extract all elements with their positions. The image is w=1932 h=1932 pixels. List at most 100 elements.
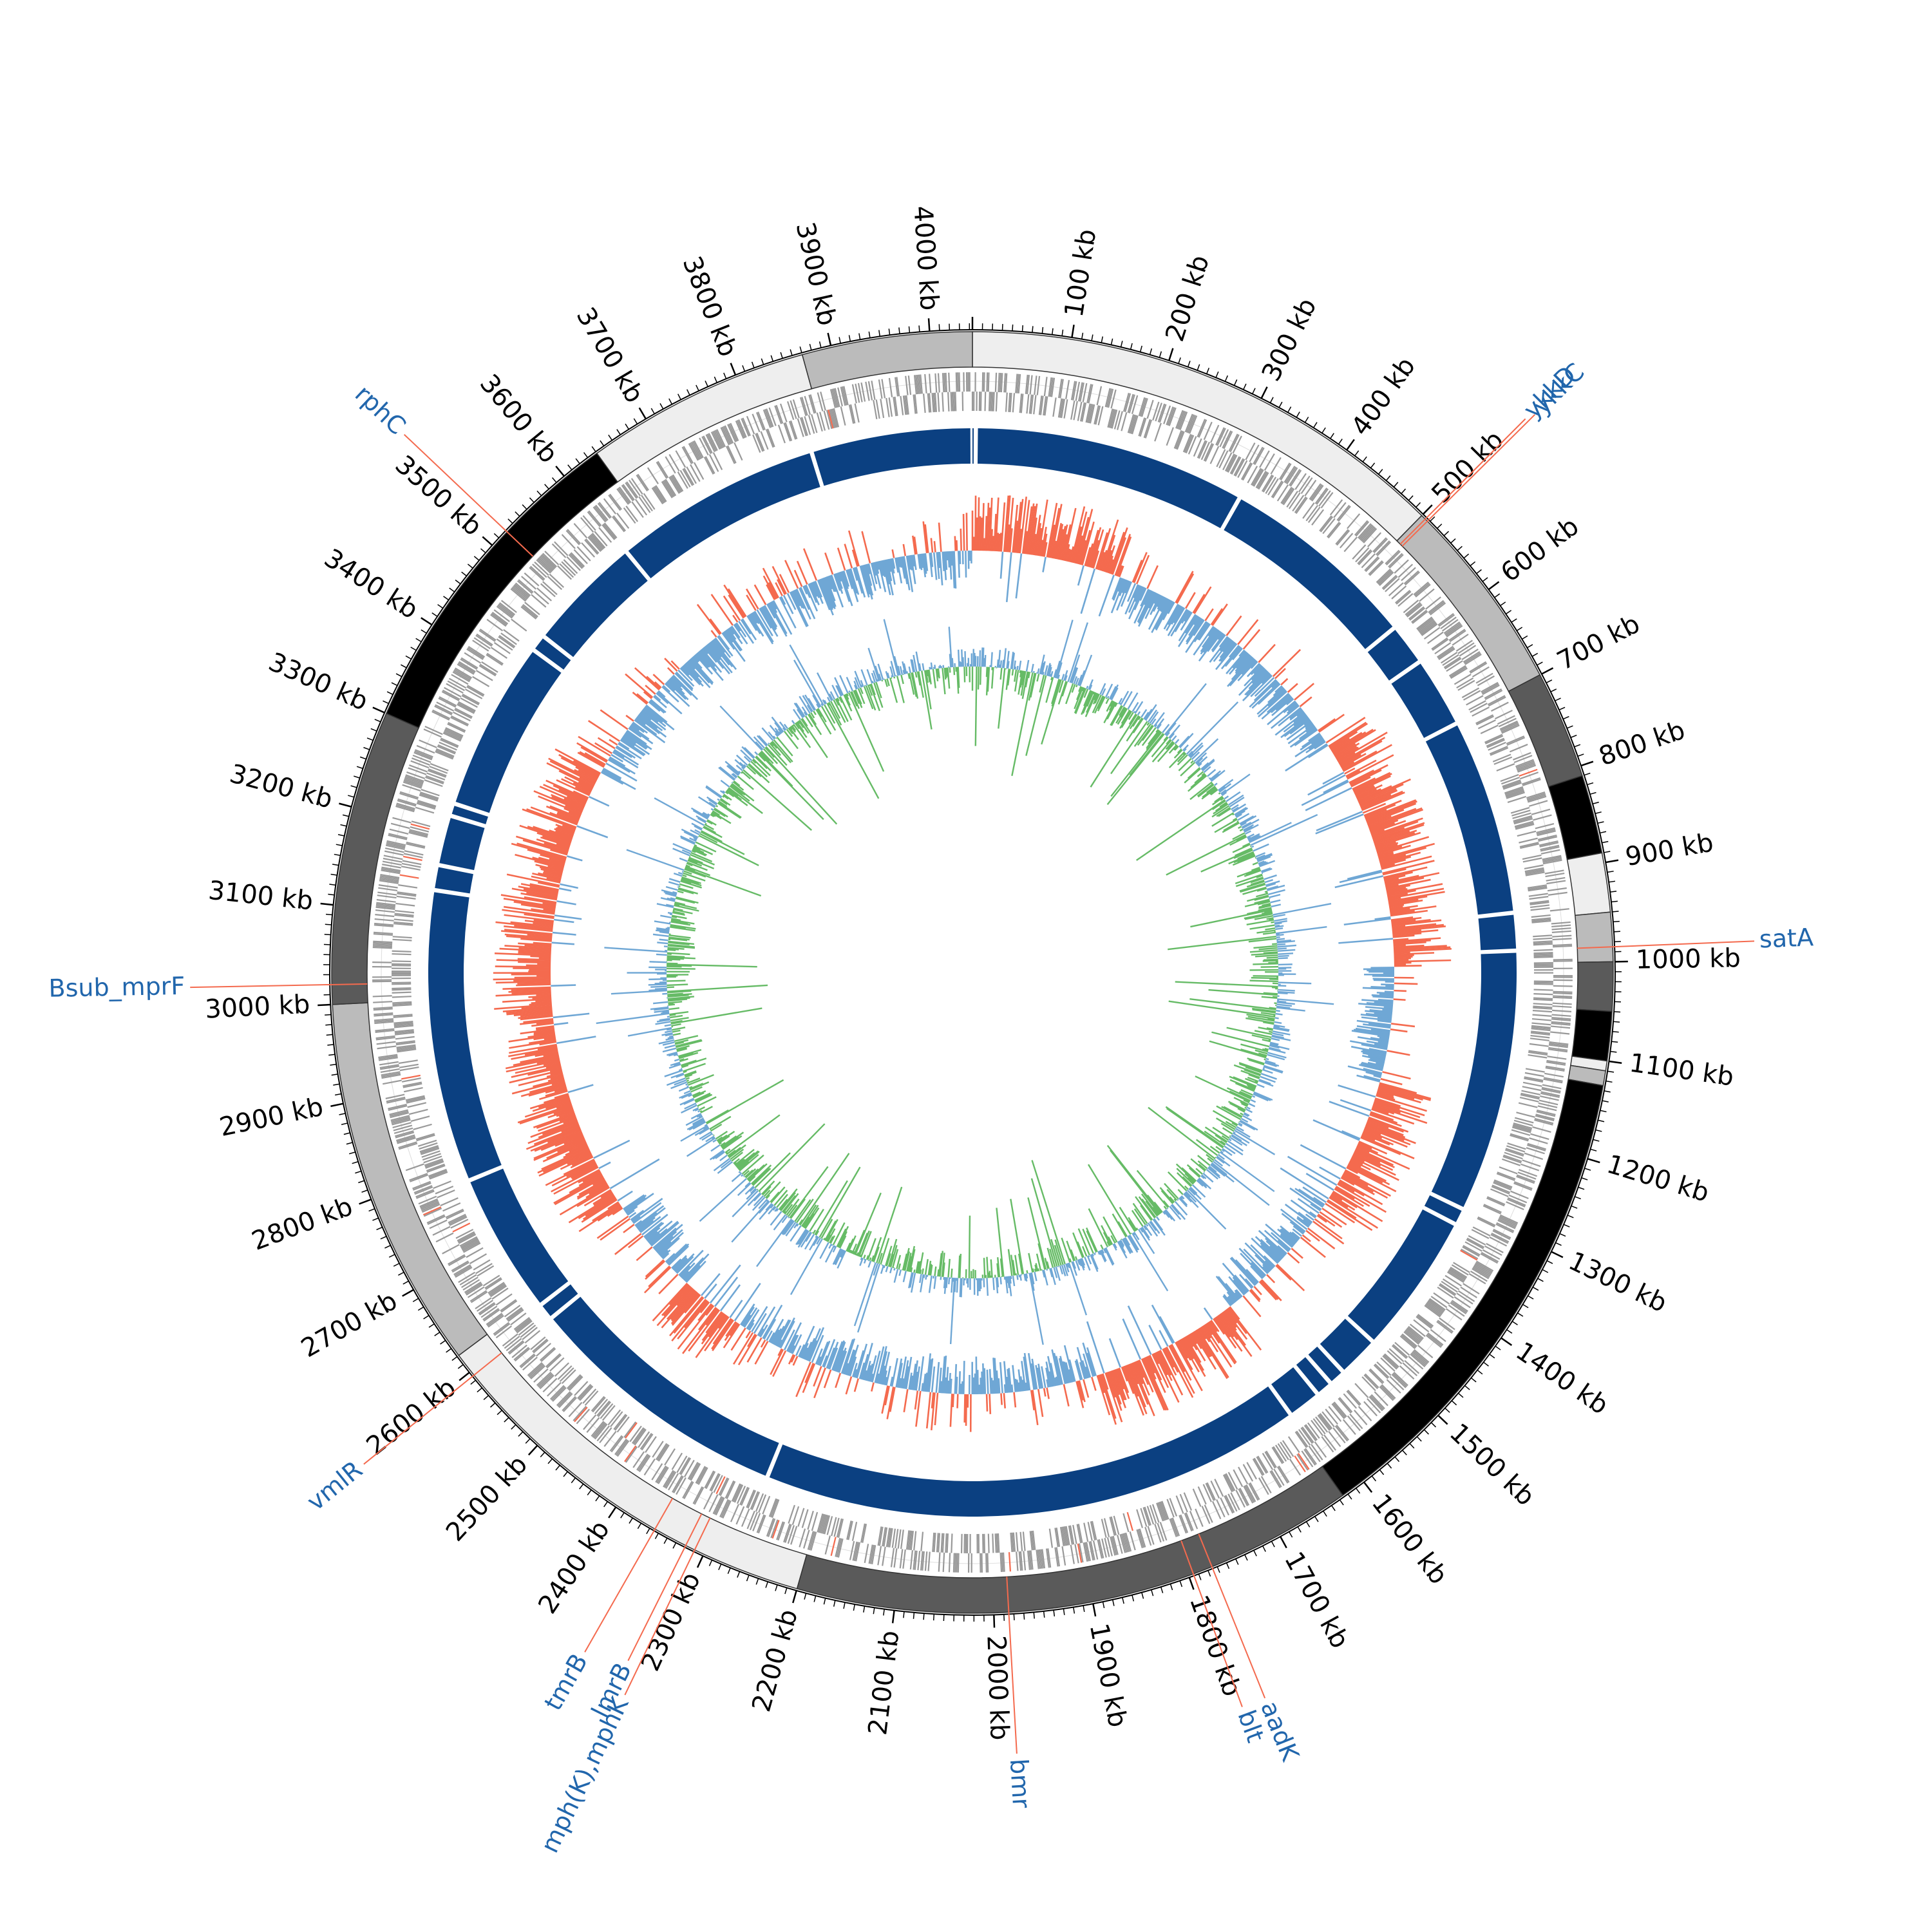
- gc-skew-bar: [1173, 744, 1179, 751]
- cds-mark: [395, 1130, 414, 1137]
- gc-content-bar: [1311, 735, 1323, 745]
- cds-mark: [1533, 942, 1553, 945]
- gc-content-bar: [805, 584, 819, 612]
- gc-skew-bar: [1110, 705, 1124, 726]
- cds-mark: [1358, 524, 1373, 540]
- gc-content-bar: [1356, 1019, 1392, 1026]
- gc-skew-bar: [800, 1204, 817, 1227]
- gc-content-bar: [726, 629, 743, 651]
- gc-content-bar: [1220, 642, 1236, 662]
- gc-skew-bar: [1197, 783, 1214, 797]
- gc-content-bar: [578, 1179, 606, 1195]
- gc-skew-bar: [758, 1200, 770, 1214]
- gc-content-bar: [876, 561, 880, 570]
- cds-mark: [520, 606, 537, 620]
- cds-mark: [393, 1127, 413, 1134]
- gc-skew-bar: [1244, 869, 1262, 877]
- cds-mark: [402, 1083, 422, 1088]
- cds-mark: [643, 493, 656, 510]
- cds-mark: [831, 388, 838, 408]
- gc-content-bar: [1287, 1252, 1300, 1264]
- gc-content-bar: [1226, 615, 1242, 636]
- cds-mark: [1410, 1353, 1426, 1368]
- gc-skew-bar: [1218, 783, 1232, 793]
- gc-content-bar: [844, 544, 853, 569]
- gc-content-bar: [992, 1358, 996, 1394]
- gc-content-bar: [584, 752, 606, 766]
- cds-mark: [1536, 828, 1556, 835]
- cds-mark: [1314, 1441, 1327, 1458]
- cds-mark: [1438, 1284, 1456, 1296]
- gc-content-bar: [775, 582, 783, 596]
- gc-skew-bar: [1232, 817, 1237, 822]
- cds-mark: [1079, 382, 1084, 402]
- gc-content-bar: [1122, 1318, 1142, 1360]
- gc-content-bar: [1307, 774, 1346, 796]
- gc-content-bar: [641, 710, 667, 731]
- cds-mark: [1537, 1105, 1557, 1112]
- gc-content-bar: [671, 1291, 698, 1322]
- gc-content-bar: [1077, 509, 1094, 565]
- gc-content-bar: [1371, 1107, 1389, 1115]
- gc-content-bar: [637, 1207, 666, 1230]
- gc-content-bar: [1291, 1231, 1301, 1240]
- gc-content-bar: [524, 920, 554, 925]
- cds-mark: [488, 1283, 506, 1295]
- cds-mark: [1205, 1482, 1215, 1501]
- gc-skew-bar: [1175, 1163, 1197, 1183]
- cds-mark: [415, 1189, 434, 1198]
- gc-content-bar: [1231, 656, 1253, 681]
- gc-content-bar: [841, 571, 849, 589]
- cds-mark: [1499, 1166, 1518, 1175]
- gc-skew-bar: [1240, 822, 1247, 827]
- cds-mark: [1083, 1522, 1089, 1542]
- gc-content-bar: [1137, 591, 1153, 623]
- gc-skew-bar: [1254, 914, 1274, 920]
- gc-content-bar: [549, 858, 565, 864]
- cds-mark: [391, 1116, 410, 1123]
- gc-content-bar: [561, 1124, 580, 1133]
- cds-mark: [1096, 386, 1103, 406]
- cds-mark: [1524, 1077, 1544, 1083]
- gc-content-bar: [1293, 715, 1308, 726]
- gc-skew-bar: [1129, 1234, 1140, 1251]
- cds-mark: [491, 1287, 509, 1300]
- cds-mark: [435, 1232, 454, 1243]
- gc-content-bar: [931, 1392, 936, 1430]
- gc-skew-bar: [852, 1251, 855, 1255]
- gc-content-bar: [1135, 1360, 1144, 1378]
- gc-content-bar: [705, 1308, 719, 1326]
- cds-mark: [1183, 1492, 1193, 1511]
- gc-skew-bar: [1099, 1250, 1106, 1263]
- cds-mark: [600, 1403, 614, 1419]
- gc-skew-bar: [869, 1257, 872, 1261]
- gc-content-bar: [1366, 1002, 1394, 1006]
- cds-mark: [1401, 1334, 1417, 1349]
- gc-content-bar: [643, 706, 663, 723]
- cds-mark: [1012, 393, 1016, 413]
- gc-content-bar: [532, 857, 565, 867]
- gc-content-bar: [1332, 1190, 1383, 1222]
- gc-skew-bar: [823, 1237, 826, 1240]
- cds-mark: [1552, 1005, 1572, 1009]
- cds-mark: [945, 372, 948, 392]
- cds-mark: [1437, 612, 1454, 626]
- gc-skew-bar: [1238, 826, 1242, 829]
- blast-hit-block: [1308, 1347, 1341, 1381]
- cds-mark: [1455, 639, 1473, 652]
- gc-content-bar: [1006, 524, 1010, 553]
- cds-mark: [465, 1282, 482, 1294]
- gc-content-bar: [1379, 847, 1427, 862]
- cds-mark: [735, 420, 744, 439]
- gc-skew-bar: [1252, 1007, 1276, 1013]
- gc-content-bar: [758, 1328, 764, 1337]
- gc-content-bar: [534, 1131, 583, 1152]
- cds-mark: [1318, 490, 1331, 507]
- gc-content-bar: [1314, 741, 1326, 750]
- cds-mark: [1413, 582, 1429, 596]
- cds-mark: [411, 820, 431, 828]
- gc-skew-bar: [1010, 1276, 1012, 1280]
- cds-mark: [448, 1255, 466, 1267]
- gc-content-bar: [1370, 820, 1406, 834]
- cds-mark: [1354, 1383, 1369, 1399]
